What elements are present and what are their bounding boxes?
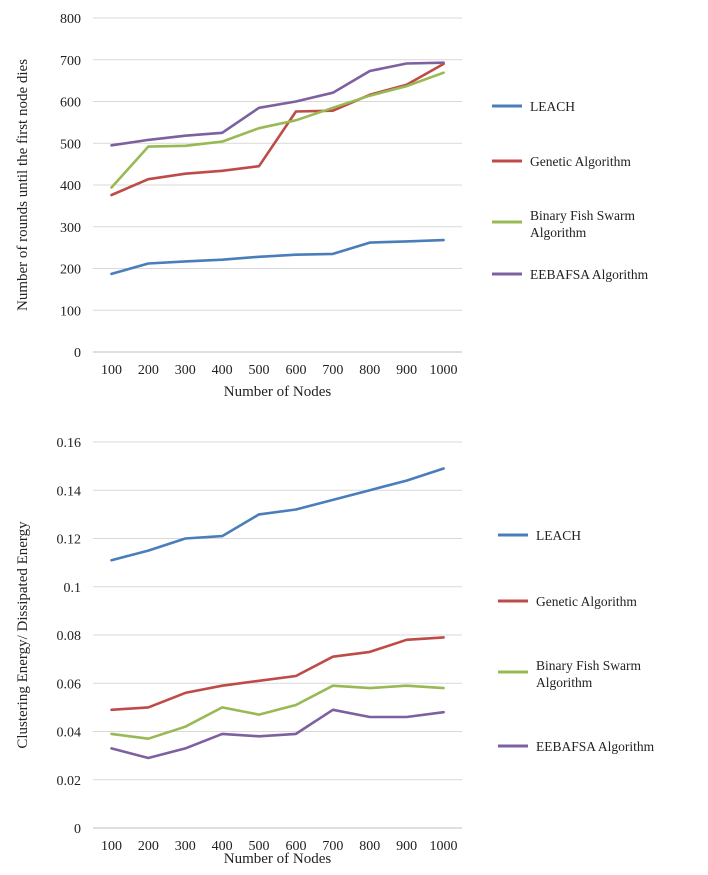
x-tick-label: 300: [175, 839, 196, 854]
series-line: [110, 684, 445, 741]
y-tick-label: 100: [60, 304, 81, 319]
x-tick-label: 900: [396, 363, 417, 378]
y-tick-label: 500: [60, 137, 81, 152]
x-tick-label: 200: [138, 839, 159, 854]
y-axis-title: Clustering Energy/ Dissipated Energy: [15, 521, 31, 749]
legend-label: LEACH: [530, 99, 575, 114]
x-tick-label: 200: [138, 363, 159, 378]
y-tick-label: 700: [60, 54, 81, 69]
x-tick-label: 300: [175, 363, 196, 378]
x-tick-label: 100: [101, 363, 122, 378]
legend-label: Genetic Algorithm: [530, 154, 631, 169]
energy-ratio-chart: 0 0.02 0.04 0.06 0.08 0.1 0.12 0.14 0.16 100 200 30…: [15, 436, 655, 867]
legend-label: Genetic Algorithm: [536, 594, 637, 609]
y-tick-label: 200: [60, 263, 81, 278]
series-line: [110, 708, 445, 760]
y-tick-label: 0.04: [57, 726, 82, 741]
x-axis-title: Number of Nodes: [224, 851, 332, 867]
rounds-chart: 0 100 200 300 400 500 600 700 800 100 200 300 400 500…: [15, 12, 649, 400]
legend-label: EEBAFSA Algorithm: [530, 267, 649, 282]
x-tick-label: 100: [101, 839, 122, 854]
y-tick-label: 0: [74, 822, 81, 837]
legend-label: Binary Fish Swarm Algorithm: [530, 208, 636, 240]
x-tick-label: 600: [285, 363, 306, 378]
series-line: [110, 62, 445, 197]
y-tick-label: 0.08: [57, 629, 82, 644]
y-tick-label: 800: [60, 12, 81, 27]
series-line: [110, 467, 445, 562]
y-tick-label: 0.14: [57, 484, 82, 499]
x-tick-label: 900: [396, 839, 417, 854]
series-line: [110, 61, 445, 147]
y-axis-title: Number of rounds until the first node di…: [15, 59, 31, 311]
series-line: [110, 636, 445, 712]
x-tick-label: 800: [359, 839, 380, 854]
y-tick-label: 0: [74, 346, 81, 361]
y-tick-label: 0.02: [57, 774, 82, 789]
y-tick-label: 0.06: [57, 677, 82, 692]
legend-label: Binary Fish Swarm Algorithm: [536, 658, 642, 690]
x-tick-label: 400: [212, 839, 233, 854]
x-tick-label: 1000: [430, 363, 458, 378]
x-tick-label: 500: [249, 839, 270, 854]
y-tick-label: 600: [60, 96, 81, 111]
x-axis-title: Number of Nodes: [224, 384, 332, 400]
x-tick-label: 600: [285, 839, 306, 854]
y-tick-label: 300: [60, 221, 81, 236]
x-tick-label: 700: [322, 363, 343, 378]
legend-label: LEACH: [536, 528, 581, 543]
y-tick-label: 0.1: [64, 581, 82, 596]
y-tick-label: 0.12: [57, 533, 82, 548]
y-tick-label: 0.16: [57, 436, 82, 451]
legend-label: EEBAFSA Algorithm: [536, 739, 655, 754]
series-line: [110, 71, 445, 189]
series-line: [110, 238, 445, 276]
x-tick-label: 800: [359, 363, 380, 378]
y-tick-label: 400: [60, 179, 81, 194]
x-tick-label: 400: [212, 363, 233, 378]
x-tick-label: 500: [249, 363, 270, 378]
x-tick-label: 700: [322, 839, 343, 854]
x-tick-label: 1000: [430, 839, 458, 854]
